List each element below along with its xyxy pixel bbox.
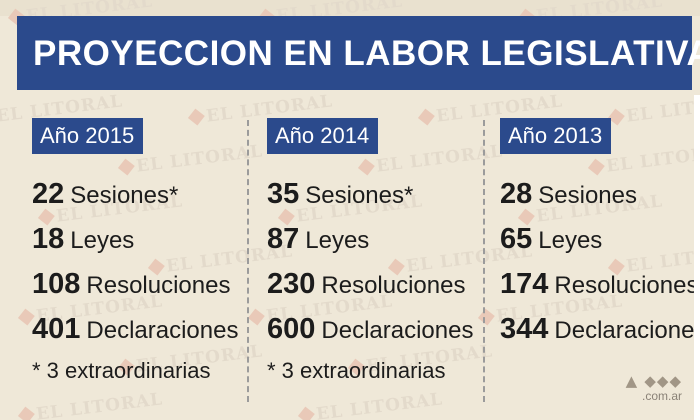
stat-value: 18 xyxy=(32,223,65,255)
stat-value: 344 xyxy=(500,313,549,345)
stat-row: 174 Resoluciones xyxy=(500,262,700,307)
stat-label: Resoluciones xyxy=(554,272,699,299)
source-logo: ▲ ◆◆◆ .com.ar xyxy=(517,374,682,404)
stat-value: 174 xyxy=(500,268,549,300)
stat-list: 35 Sesiones* 87 Leyes 230 Resoluciones 600 D… xyxy=(267,172,473,352)
stat-label: Sesiones xyxy=(538,182,637,209)
year-badge: Año 2014 xyxy=(267,118,379,154)
stat-label: Leyes xyxy=(305,227,370,254)
column-divider xyxy=(483,120,485,402)
stat-row: 230 Resoluciones xyxy=(267,262,473,307)
stat-value: 87 xyxy=(267,223,300,255)
stat-label: Declaraciones xyxy=(321,317,474,344)
top-band xyxy=(0,0,700,16)
stat-label: Resoluciones xyxy=(86,272,231,299)
stat-value: 600 xyxy=(267,313,316,345)
footnote: * 3 extraordinarias xyxy=(267,358,446,383)
stat-value: 108 xyxy=(32,268,81,300)
stat-label: Leyes xyxy=(538,227,603,254)
column-divider xyxy=(247,120,249,402)
stat-list: 28 Sesiones 65 Leyes 174 Resoluciones 344 De… xyxy=(500,172,700,352)
stat-label: Leyes xyxy=(70,227,135,254)
stat-row: 35 Sesiones* xyxy=(267,172,473,217)
stat-row: 401 Declaraciones xyxy=(32,307,238,352)
stat-value: 65 xyxy=(500,223,533,255)
stat-value: 401 xyxy=(32,313,81,345)
year-badge: Año 2015 xyxy=(32,118,144,154)
stat-row: 18 Leyes xyxy=(32,217,238,262)
year-column-2015: Año 2015 22 Sesiones* 18 Leyes 108 Resoluci… xyxy=(32,118,238,386)
stat-row: 22 Sesiones* xyxy=(32,172,238,217)
title-banner: PROYECCION EN LABOR LEGISLATIVA xyxy=(17,16,700,90)
logo-mark: ▲ ◆◆◆ xyxy=(625,372,682,390)
year-column-2014: Año 2014 35 Sesiones* 87 Leyes 230 Resoluci… xyxy=(267,118,473,386)
page-edge xyxy=(694,95,700,420)
stat-list: 22 Sesiones* 18 Leyes 108 Resoluciones 401 D… xyxy=(32,172,238,352)
footnote: * 3 extraordinarias xyxy=(32,358,211,383)
stat-row: 87 Leyes xyxy=(267,217,473,262)
stat-row: 600 Declaraciones xyxy=(267,307,473,352)
stat-value: 22 xyxy=(32,178,65,210)
stat-row: 28 Sesiones xyxy=(500,172,700,217)
year-column-2013: Año 2013 28 Sesiones 65 Leyes 174 Resolucio… xyxy=(500,118,700,352)
stat-row: 344 Declaraciones xyxy=(500,307,700,352)
stat-value: 230 xyxy=(267,268,316,300)
stat-label: Declaraciones xyxy=(554,317,700,344)
logo-domain: .com.ar xyxy=(641,389,682,403)
stat-label: Sesiones* xyxy=(70,182,179,209)
stat-row: 108 Resoluciones xyxy=(32,262,238,307)
stat-label: Declaraciones xyxy=(86,317,239,344)
stat-value: 28 xyxy=(500,178,533,210)
stat-value: 35 xyxy=(267,178,300,210)
stat-label: Resoluciones xyxy=(321,272,466,299)
page-title: PROYECCION EN LABOR LEGISLATIVA xyxy=(33,34,700,73)
year-badge: Año 2013 xyxy=(500,118,612,154)
stat-label: Sesiones* xyxy=(305,182,414,209)
stat-row: 65 Leyes xyxy=(500,217,700,262)
